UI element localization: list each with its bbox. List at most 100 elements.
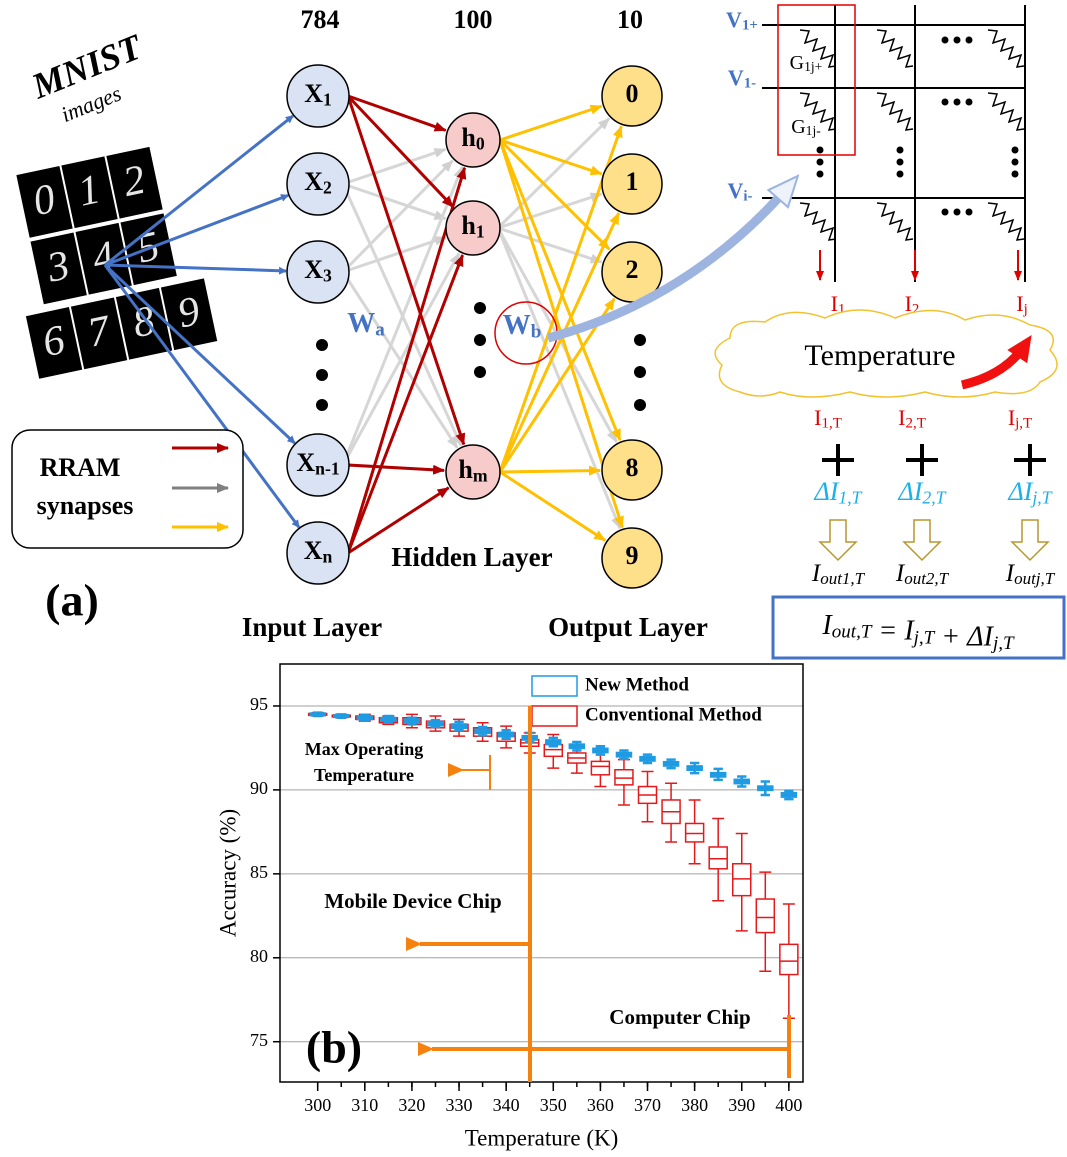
panel-label: (b): [306, 1022, 362, 1073]
delta-current-label-sub: 1,T: [838, 487, 862, 507]
delta-current-label-main: ΔI: [813, 477, 839, 506]
synapse-arrow: [500, 213, 619, 472]
voltage-label-sub: 1+: [742, 18, 758, 34]
weight-label: Wa: [347, 308, 385, 341]
conductance-label-sub: 1j+: [804, 59, 822, 74]
output-node-label: 8: [626, 453, 639, 482]
y-tick-label: 80: [250, 946, 268, 966]
weight-label: Wb: [503, 310, 542, 343]
conductance-label: G1j+: [790, 52, 823, 75]
legend-label: synapses: [37, 491, 134, 520]
delta-current-label: ΔIj,T: [1007, 477, 1052, 507]
synapse-arrow: [500, 106, 602, 140]
output-node-label: 9: [626, 541, 639, 570]
current-label-sub: j: [1023, 302, 1028, 318]
layer-size: 100: [454, 5, 493, 34]
legend-label: RRAM: [40, 453, 121, 482]
x-tick-label: 360: [587, 1095, 614, 1115]
synapse-arrow: [343, 253, 459, 465]
ellipsis-dot: [316, 399, 328, 411]
delta-current-label: ΔI2,T: [897, 477, 946, 507]
x-tick-label: 370: [634, 1095, 661, 1115]
hidden-node-label-sub: 0: [476, 133, 485, 153]
ellipsis-dot: [954, 99, 961, 106]
legend-label: New Method: [585, 674, 689, 695]
synapse-arrow: [343, 149, 446, 184]
output-node-label: 0: [626, 79, 639, 108]
voltage-label-main: V: [728, 65, 744, 90]
y-tick-label: 75: [250, 1030, 268, 1050]
ellipsis-dot: [966, 37, 973, 44]
box: [733, 864, 751, 896]
layer-size: 10: [617, 5, 643, 34]
ellipsis-dot: [634, 399, 646, 411]
voltage-label-main: V: [726, 7, 742, 32]
layer-label: Input Layer: [242, 612, 382, 642]
mnist-images: 0123456789: [0, 141, 217, 378]
formula-main: + ΔI: [934, 622, 994, 653]
layer-label: Hidden Layer: [391, 542, 552, 572]
mapping-arrow: [548, 185, 790, 338]
x-tick-label: 330: [446, 1095, 473, 1115]
current-t-label-sub: j,T: [1014, 416, 1032, 432]
rram-cell: [988, 30, 1024, 67]
formula-sub: j,T: [990, 634, 1015, 655]
ellipsis-dot: [474, 334, 486, 346]
output-current-label: Ioutj,T: [1005, 560, 1056, 588]
ellipsis-dot: [897, 171, 904, 178]
ellipsis-dot: [1012, 147, 1019, 154]
x-tick-label: 340: [493, 1095, 520, 1115]
annotation: Max Operating: [305, 739, 424, 759]
voltage-label: V1+: [726, 7, 758, 34]
rram-cell: [988, 93, 1024, 130]
annotation: Computer Chip: [609, 1005, 750, 1029]
synapse-arrow: [500, 470, 600, 472]
ellipsis-dot: [474, 302, 486, 314]
ellipsis-dot: [817, 171, 824, 178]
ellipsis-dot: [942, 99, 949, 106]
conductance-label-sub: 1j-: [806, 123, 822, 138]
x-tick-label: 300: [304, 1095, 331, 1115]
x-tick-label: 390: [728, 1095, 755, 1115]
layer-size: 784: [301, 5, 340, 34]
output-current-label: Iout2,T: [895, 560, 950, 588]
current-t-label: I1,T: [814, 405, 842, 432]
ellipsis-dot: [897, 159, 904, 166]
delta-current-label-main: ΔI: [1007, 477, 1033, 506]
delta-current-label: ΔI1,T: [813, 477, 862, 507]
ellipsis-dot: [817, 147, 824, 154]
ellipsis-dot: [316, 339, 328, 351]
panel-label: (a): [45, 575, 99, 626]
input-node-label-sub: 1: [323, 89, 332, 109]
legend-label: Conventional Method: [585, 704, 762, 725]
current-t-label: Ij,T: [1008, 405, 1032, 432]
input-node-label-sub: n: [322, 546, 332, 566]
synapse-arrow: [348, 465, 444, 470]
delta-current-label-sub: j,T: [1030, 487, 1052, 507]
annotation: Mobile Device Chip: [324, 889, 501, 913]
ellipsis-dot: [966, 99, 973, 106]
box: [756, 899, 774, 933]
rram-cell: [877, 203, 913, 240]
y-axis-title: Accuracy (%): [215, 809, 240, 937]
x-tick-label: 350: [540, 1095, 567, 1115]
x-axis-title: Temperature (K): [465, 1125, 619, 1150]
rram-cell: [988, 203, 1024, 240]
x-tick-label: 380: [681, 1095, 708, 1115]
output-current-label-sub: out1,T: [820, 569, 865, 588]
weight-label-sub: a: [375, 320, 385, 341]
input-node-label-main: X: [304, 167, 323, 196]
box: [686, 823, 704, 841]
current-label-main: I: [1016, 291, 1023, 316]
box: [591, 761, 609, 774]
ellipsis-dot: [1012, 171, 1019, 178]
input-node-label-sub: n-1: [315, 458, 340, 478]
synapse-arrow: [343, 184, 446, 219]
annotation: Temperature: [314, 765, 414, 785]
input-node-label-sub: 2: [323, 177, 332, 197]
synapse-arrow: [500, 472, 605, 541]
input-node-label-sub: 3: [323, 265, 332, 285]
input-node-label-main: X: [304, 255, 323, 284]
voltage-label: Vi-: [727, 178, 752, 205]
rram-cell: [800, 203, 836, 240]
